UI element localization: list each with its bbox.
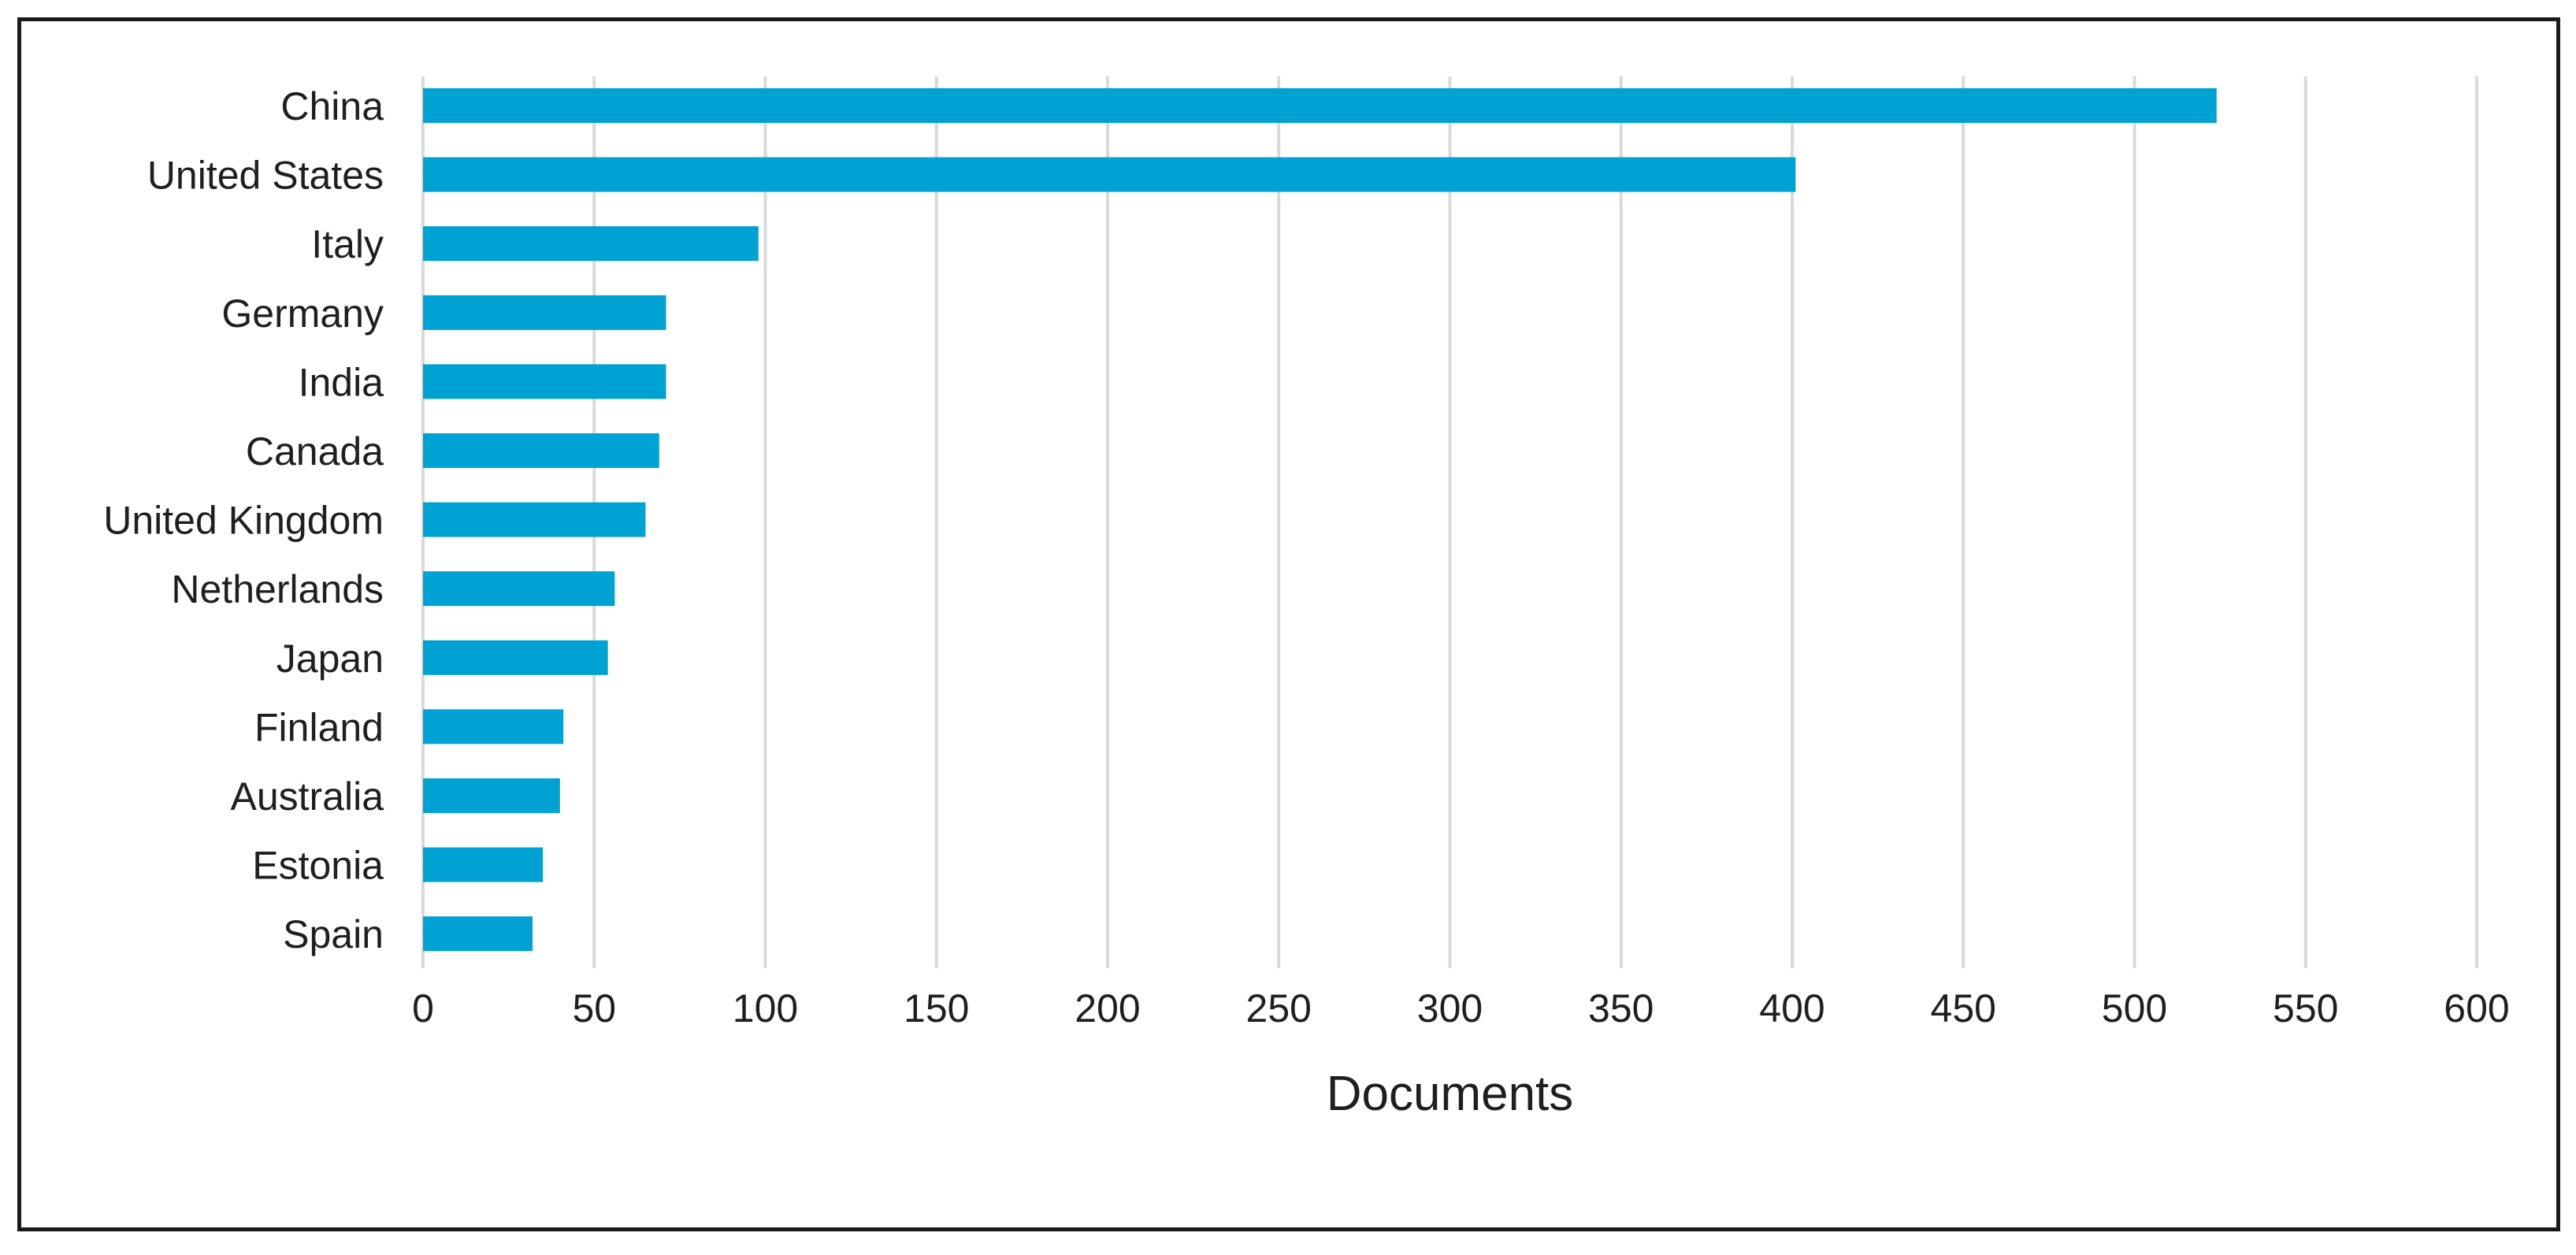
- bar: [423, 502, 646, 537]
- category-label: Estonia: [252, 844, 384, 888]
- category-label: Canada: [246, 429, 384, 473]
- x-tick-label: 450: [1931, 986, 1996, 1030]
- chart-frame: China United States Italy Germany India Canad…: [17, 17, 2560, 1231]
- category-label: Australia: [230, 774, 384, 819]
- x-tick-labels: 0 50 100 150 200 250 300 350 400 450 500 550 600: [412, 986, 2510, 1030]
- category-label: United Kingdom: [103, 499, 384, 543]
- bar: [423, 571, 615, 607]
- x-tick-label: 100: [733, 986, 798, 1030]
- x-tick-label: 150: [904, 986, 969, 1030]
- x-tick-label: 500: [2102, 986, 2167, 1030]
- category-label: Netherlands: [171, 567, 384, 611]
- x-tick-label: 50: [572, 986, 616, 1030]
- bar: [423, 226, 759, 262]
- bar: [423, 916, 533, 952]
- category-label: Spain: [283, 912, 384, 956]
- x-tick-label: 0: [412, 986, 434, 1030]
- bar: [423, 709, 564, 744]
- x-tick-label: 350: [1588, 986, 1654, 1030]
- bars: [423, 88, 2217, 952]
- bar: [423, 847, 544, 882]
- category-label: Germany: [221, 291, 384, 336]
- x-tick-label: 250: [1246, 986, 1312, 1030]
- category-label: India: [299, 360, 384, 404]
- bar-chart: China United States Italy Germany India Canad…: [103, 76, 2510, 1121]
- x-axis-title: Documents: [1327, 1067, 1574, 1121]
- bar: [423, 295, 666, 330]
- x-tick-label: 400: [1759, 986, 1824, 1030]
- category-label: Finland: [254, 705, 384, 749]
- category-label: China: [280, 84, 384, 128]
- x-tick-label: 600: [2444, 986, 2509, 1030]
- category-label: Japan: [277, 637, 384, 681]
- category-labels: China United States Italy Germany India Canad…: [103, 84, 384, 956]
- category-label: United States: [147, 154, 384, 198]
- bar: [423, 778, 560, 813]
- bar: [423, 364, 666, 399]
- x-tick-label: 550: [2273, 986, 2338, 1030]
- bar: [423, 157, 1796, 192]
- x-tick-label: 300: [1417, 986, 1483, 1030]
- category-label: Italy: [311, 222, 384, 266]
- bar: [423, 433, 659, 468]
- gridlines: [421, 76, 2478, 968]
- x-tick-label: 200: [1075, 986, 1140, 1030]
- bar: [423, 640, 608, 675]
- bar: [423, 88, 2217, 123]
